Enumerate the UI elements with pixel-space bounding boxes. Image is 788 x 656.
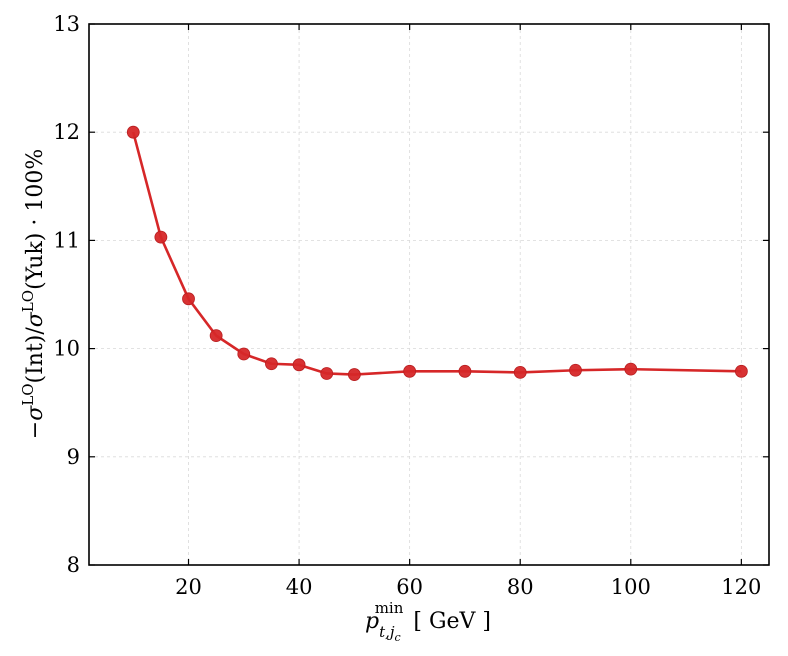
x-axis-label: pt,jcmin[ GeV ] (365, 599, 491, 644)
data-point (209, 329, 223, 343)
y-tick-label: 9 (67, 445, 80, 469)
data-point (154, 230, 168, 244)
data-point (237, 347, 251, 361)
x-tick-label: 20 (175, 575, 202, 599)
y-tick-label: 8 (67, 553, 80, 577)
y-axis-label: −σLO(Int)/σLO(Yuk) · 100% (19, 149, 48, 439)
data-point (624, 362, 638, 376)
data-point (292, 358, 306, 372)
grid-lines (89, 24, 769, 565)
data-point (347, 368, 361, 381)
series-layer (126, 125, 748, 381)
x-tick-label: 100 (611, 575, 651, 599)
data-point (458, 364, 472, 378)
plot-frame (88, 23, 770, 566)
data-point (513, 366, 527, 379)
y-tick-label: 10 (53, 337, 80, 361)
data-point (265, 357, 278, 371)
data-point (403, 364, 417, 378)
x-tick-label: 60 (396, 575, 423, 599)
data-point (126, 125, 140, 139)
axis-ticks: 20 40 60 80 100 120 8 9 10 11 12 13 (53, 12, 769, 599)
x-tick-label: 120 (721, 575, 761, 599)
y-tick-label: 12 (53, 120, 80, 144)
data-point (734, 364, 748, 378)
data-point (320, 367, 334, 380)
x-tick-label: 80 (507, 575, 534, 599)
series-line (131, 131, 742, 376)
data-point (182, 292, 195, 306)
y-tick-label: 13 (53, 12, 80, 36)
data-point (569, 363, 582, 377)
y-tick-label: 11 (53, 228, 80, 252)
x-tick-label: 40 (286, 575, 313, 599)
